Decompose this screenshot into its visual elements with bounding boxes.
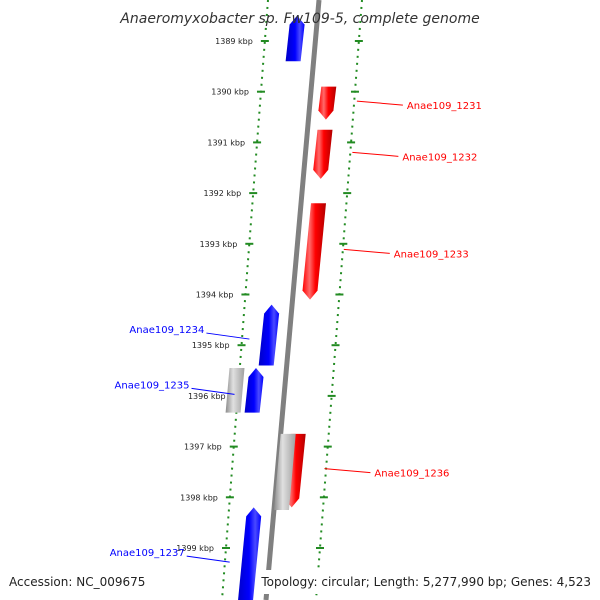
gene-feature-unlabeled[interactable] xyxy=(285,15,305,62)
scale-tick-label: 1396 kbp xyxy=(188,392,226,401)
gene-features xyxy=(225,15,337,600)
scale-tick-label: 1391 kbp xyxy=(207,138,245,147)
scale-ticks: 1389 kbp 1390 kbp 1391 kbp 1392 kbp 1393 kbp… xyxy=(176,37,363,553)
gene-label-leader xyxy=(191,387,235,395)
gene-feature-anae109_1237[interactable] xyxy=(237,507,262,600)
scale-tick-label: 1393 kbp xyxy=(200,240,238,249)
gene-feature-anae109_1231[interactable] xyxy=(318,86,337,120)
gene-label[interactable]: Anae109_1236 xyxy=(374,469,449,480)
gene-feature-anae109_1234[interactable] xyxy=(258,304,280,366)
gene-label-leader xyxy=(352,151,399,157)
gene-feature-anae109_1235[interactable] xyxy=(244,368,264,413)
footer-accession-bg xyxy=(4,570,154,594)
gene-label-leader xyxy=(186,555,230,563)
gene-label[interactable]: Anae109_1232 xyxy=(402,152,477,163)
footer-summary-bg xyxy=(258,570,596,594)
gene-label[interactable]: Anae109_1233 xyxy=(394,249,469,260)
scale-tick-label: 1397 kbp xyxy=(184,443,222,452)
gene-label[interactable]: Anae109_1237 xyxy=(110,548,185,559)
gene-label-leader xyxy=(343,248,390,254)
gene-feature-anae109_1233[interactable] xyxy=(302,203,327,300)
accession-text: Accession: NC_009675 xyxy=(9,575,145,589)
scale-tick-label: 1392 kbp xyxy=(203,189,241,198)
gene-feature-unlabeled[interactable] xyxy=(225,368,245,413)
map-title: Anaeromyxobacter sp. Fw109-5, complete g… xyxy=(119,11,479,27)
genome-backbone xyxy=(263,0,322,600)
gene-feature-unlabeled[interactable] xyxy=(274,433,296,510)
gene-labels: Anae109_1231 Anae109_1232 Anae109_1233 Anae… xyxy=(110,100,482,563)
gene-label[interactable]: Anae109_1235 xyxy=(115,380,190,391)
scale-tick-label: 1398 kbp xyxy=(180,493,218,502)
gene-label-leader xyxy=(324,468,371,474)
scale-tick-label: 1390 kbp xyxy=(211,88,249,97)
gene-label[interactable]: Anae109_1234 xyxy=(129,325,204,336)
gene-feature-anae109_1232[interactable] xyxy=(313,129,333,179)
gene-label-leader xyxy=(206,332,250,340)
gene-label-leader xyxy=(356,100,403,106)
scale-tick-label: 1395 kbp xyxy=(192,341,230,350)
scale-tick-label: 1399 kbp xyxy=(176,544,214,553)
gene-label[interactable]: Anae109_1231 xyxy=(407,101,482,112)
genome-summary-text: Topology: circular; Length: 5,277,990 bp… xyxy=(260,575,591,589)
scale-tick-label: 1394 kbp xyxy=(196,291,234,300)
scale-tick-label: 1389 kbp xyxy=(215,37,253,46)
